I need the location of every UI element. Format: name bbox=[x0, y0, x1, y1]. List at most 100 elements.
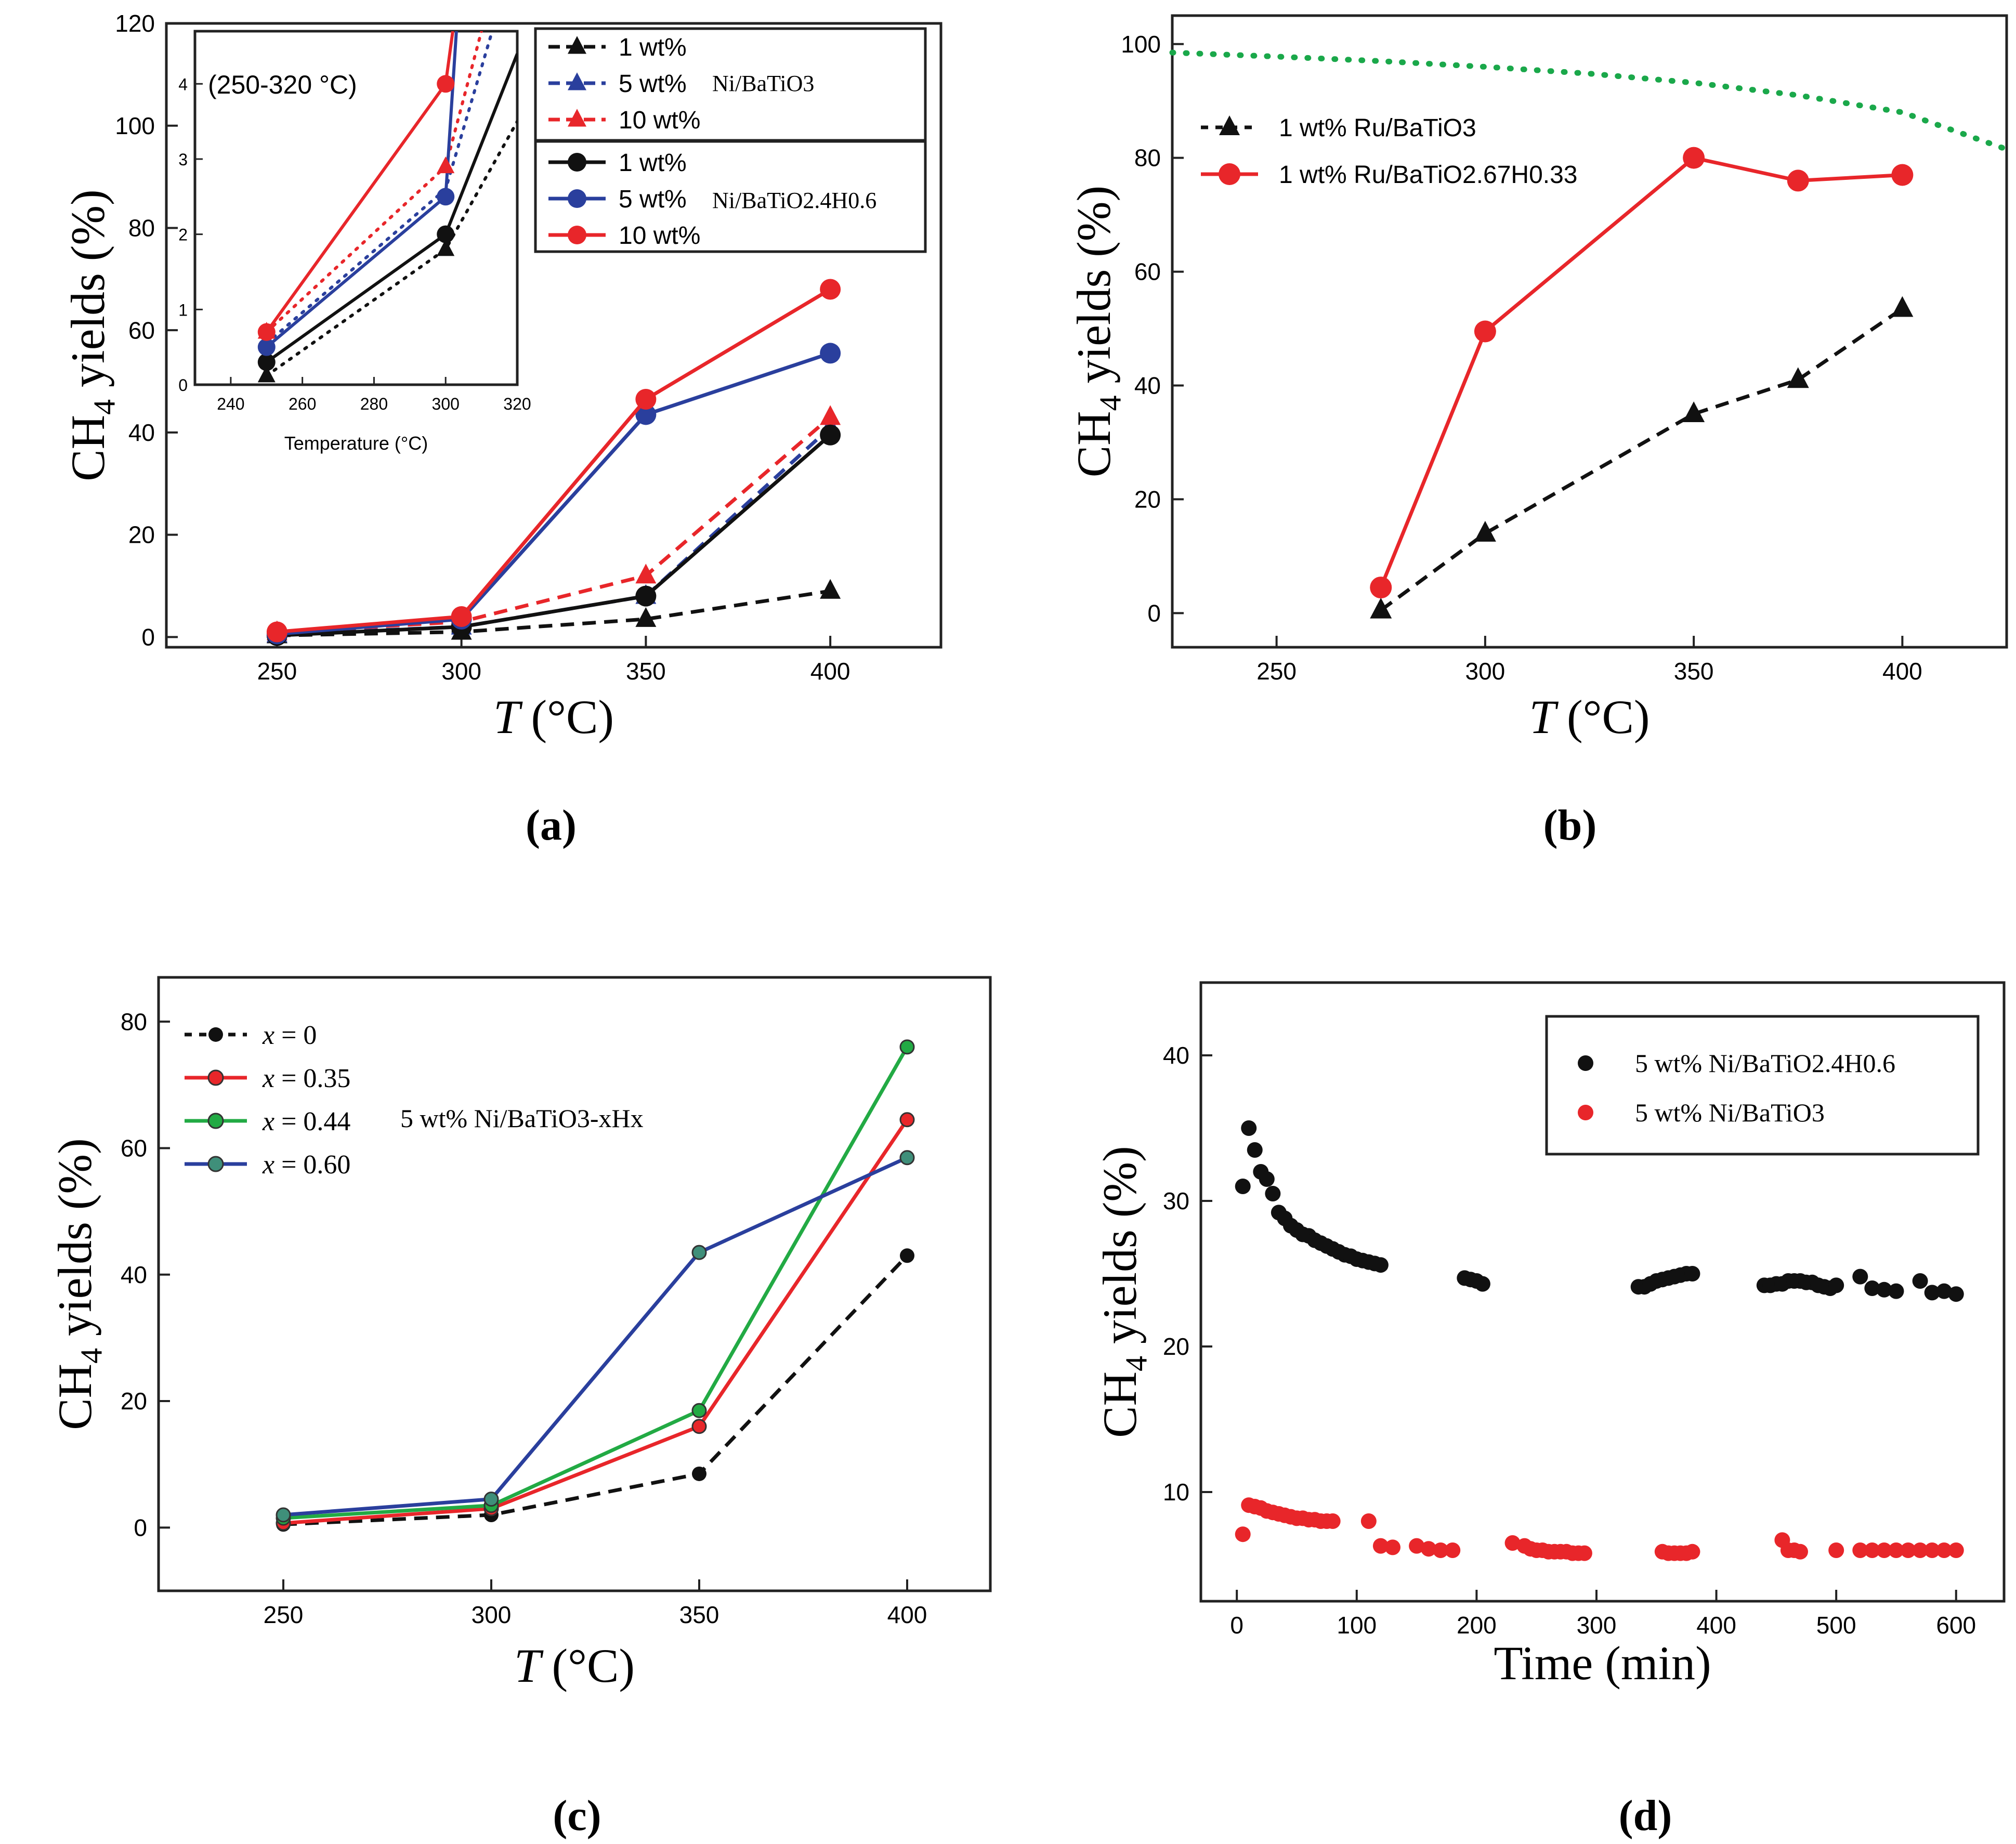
y-tick-label: 80 bbox=[1134, 145, 1161, 172]
y-tick-label: 20 bbox=[1134, 486, 1161, 513]
data-point bbox=[899, 1112, 915, 1128]
x-tick-label: 250 bbox=[1256, 658, 1297, 685]
x-tick-label: 500 bbox=[1816, 1612, 1856, 1639]
legend-label: 10 wt% bbox=[619, 222, 700, 250]
legend-marker bbox=[568, 109, 586, 127]
data-point bbox=[635, 388, 657, 410]
data-point bbox=[483, 1492, 499, 1507]
data-point bbox=[1828, 1542, 1844, 1558]
data-point bbox=[1683, 147, 1705, 169]
data-point bbox=[1360, 1513, 1377, 1529]
data-point bbox=[1409, 1538, 1425, 1554]
y-tick-label: 60 bbox=[1134, 258, 1161, 285]
data-point bbox=[900, 1248, 914, 1263]
data-point bbox=[1852, 1268, 1868, 1285]
plot-frame bbox=[165, 22, 942, 649]
inset-x-tick-label: 240 bbox=[217, 395, 244, 413]
y-tick-label: 0 bbox=[134, 1514, 147, 1541]
data-point bbox=[1474, 520, 1496, 542]
data-point bbox=[692, 1466, 706, 1481]
panel-label-c: (c) bbox=[553, 1791, 601, 1840]
legend-marker bbox=[1578, 1055, 1593, 1071]
panel-label-a: (a) bbox=[526, 801, 577, 849]
inset-data-point bbox=[437, 75, 455, 93]
inset-x-tick-label: 280 bbox=[360, 395, 388, 413]
data-point bbox=[1259, 1171, 1275, 1187]
legend-label: x = 0.44 bbox=[262, 1107, 350, 1136]
equilibrium-line bbox=[1169, 49, 2010, 152]
y-tick-label: 40 bbox=[1134, 372, 1161, 399]
data-point bbox=[1876, 1281, 1892, 1298]
x-tick-label: 200 bbox=[1457, 1612, 1497, 1639]
inset-y-tick-label: 4 bbox=[178, 75, 188, 94]
data-point bbox=[1891, 296, 1914, 317]
data-point bbox=[1888, 1283, 1904, 1299]
y-tick-label: 100 bbox=[1121, 31, 1161, 58]
data-point bbox=[1445, 1542, 1461, 1558]
legend-label: 1 wt% bbox=[619, 34, 687, 61]
legend-marker bbox=[207, 1069, 224, 1086]
x-tick-label: 400 bbox=[1882, 658, 1922, 685]
series-line bbox=[283, 1156, 908, 1517]
legend-label: 1 wt% Ru/BaTiO2.67H0.33 bbox=[1279, 161, 1578, 189]
legend-marker bbox=[208, 1027, 223, 1042]
inset-plot bbox=[257, 31, 517, 383]
x-tick-label: 300 bbox=[1577, 1612, 1617, 1639]
data-point bbox=[1787, 367, 1809, 388]
data-point bbox=[1247, 1142, 1263, 1158]
inset-data-point bbox=[437, 188, 455, 206]
legend-marker bbox=[1578, 1105, 1593, 1120]
data-point bbox=[691, 1403, 707, 1418]
y-tick-label: 60 bbox=[128, 317, 155, 344]
inset-data-point bbox=[257, 338, 276, 356]
data-point bbox=[1876, 1542, 1892, 1558]
y-tick-label: 20 bbox=[1163, 1333, 1189, 1360]
inset-data-point bbox=[437, 225, 455, 243]
series-line bbox=[1380, 307, 1904, 612]
x-tick-label: 250 bbox=[264, 1601, 304, 1628]
legend-label: 5 wt% Ni/BaTiO3 bbox=[1635, 1098, 1825, 1127]
inset-x-tick-label: 320 bbox=[503, 395, 531, 413]
x-tick-label: 0 bbox=[1230, 1612, 1243, 1639]
inset-title: (250-320 °C) bbox=[208, 70, 357, 99]
legend-marker bbox=[207, 1156, 224, 1172]
data-point bbox=[1370, 597, 1392, 619]
data-point bbox=[1924, 1285, 1940, 1301]
data-point bbox=[635, 585, 657, 607]
series-line bbox=[277, 434, 832, 637]
y-tick-label: 0 bbox=[1147, 599, 1161, 626]
legend-label: 1 wt% bbox=[619, 149, 687, 177]
series-line bbox=[283, 1254, 909, 1526]
series-line bbox=[283, 1118, 909, 1525]
x-axis-label: Time (min) bbox=[1494, 1637, 1711, 1690]
data-point bbox=[1235, 1526, 1251, 1542]
annotation-label: 5 wt% Ni/BaTiO3-xHx bbox=[400, 1104, 644, 1133]
legend-marker bbox=[568, 72, 586, 90]
data-point bbox=[1924, 1542, 1940, 1558]
y-axis-label: CH4 yields (%) bbox=[1067, 186, 1127, 477]
x-tick-label: 400 bbox=[810, 658, 850, 685]
y-tick-label: 100 bbox=[115, 112, 155, 139]
data-point bbox=[820, 405, 841, 425]
data-point bbox=[1576, 1545, 1592, 1561]
series-line bbox=[1379, 155, 1903, 588]
legend-label: x = 0.35 bbox=[262, 1064, 350, 1093]
plot-frame bbox=[1171, 14, 2008, 649]
data-point bbox=[820, 279, 841, 300]
data-point bbox=[1936, 1283, 1952, 1299]
y-axis-label: CH4 yields (%) bbox=[48, 1138, 108, 1430]
data-point bbox=[1864, 1280, 1880, 1296]
y-axis-label: CH4 yields (%) bbox=[1093, 1146, 1153, 1437]
panel-label-d: (d) bbox=[1619, 1791, 1672, 1840]
x-tick-label: 600 bbox=[1936, 1612, 1976, 1639]
legend-marker bbox=[568, 36, 586, 54]
inset-data-point bbox=[257, 353, 276, 371]
data-point bbox=[1683, 401, 1705, 422]
data-point bbox=[635, 564, 657, 584]
inset-y-tick-label: 3 bbox=[178, 150, 188, 169]
x-tick-label: 300 bbox=[441, 658, 481, 685]
inset-y-tick-label: 2 bbox=[178, 226, 188, 244]
series-line bbox=[277, 351, 831, 636]
data-point bbox=[820, 343, 841, 364]
data-point bbox=[1864, 1542, 1880, 1558]
